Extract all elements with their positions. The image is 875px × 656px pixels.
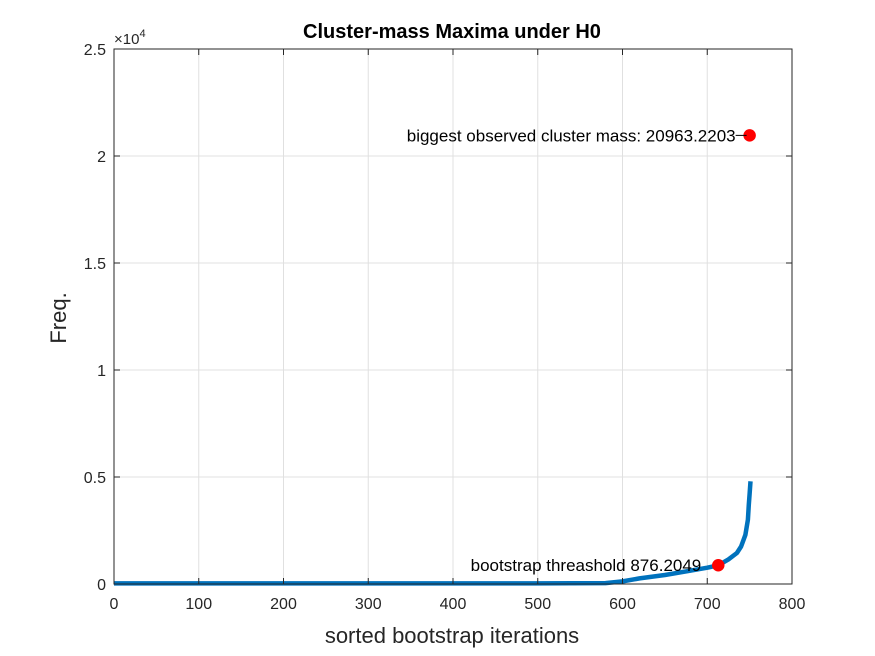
x-tick-label: 800 xyxy=(779,596,806,613)
annotation-label: biggest observed cluster mass: 20963.220… xyxy=(407,126,736,145)
y-tick-label: 0 xyxy=(97,577,106,594)
x-tick-label: 300 xyxy=(355,596,382,613)
grid-lines xyxy=(113,48,793,585)
y-exponent-label: ×104 xyxy=(114,28,146,48)
y-tick-label: 0.5 xyxy=(84,470,106,487)
chart-title: Cluster-mass Maxima under H0 xyxy=(303,21,601,43)
series-layer xyxy=(114,129,756,586)
x-tick-label: 100 xyxy=(185,596,212,613)
y-tick-label: 1.5 xyxy=(84,256,106,273)
series-line xyxy=(114,481,753,586)
x-tick-label: 700 xyxy=(694,596,721,613)
y-tick-label: 2.5 xyxy=(84,42,106,59)
y-axis-label: Freq. xyxy=(46,292,71,343)
x-tick-label: 600 xyxy=(609,596,636,613)
y-tick-label: 1 xyxy=(97,363,106,380)
x-axis-label: sorted bootstrap iterations xyxy=(325,623,579,648)
x-tick-label: 400 xyxy=(440,596,467,613)
y-tick-label: 2 xyxy=(97,149,106,166)
marker-point xyxy=(712,558,725,572)
annotation-label: bootstrap threashold 876.2049 xyxy=(471,556,702,575)
x-tick-label: 500 xyxy=(524,596,551,613)
y-exponent-power: 4 xyxy=(139,28,145,40)
annotation-layer: bootstrap threashold 876.2049 biggest obs… xyxy=(407,126,747,575)
y-exponent-base: ×10 xyxy=(114,31,139,48)
x-tick-label: 200 xyxy=(270,596,297,613)
tick-layer: 0 100 200 300 400 500 600 700 800 0 0.5 1 1.5 2 2.5 xyxy=(84,42,806,613)
x-tick-label: 0 xyxy=(110,596,119,613)
